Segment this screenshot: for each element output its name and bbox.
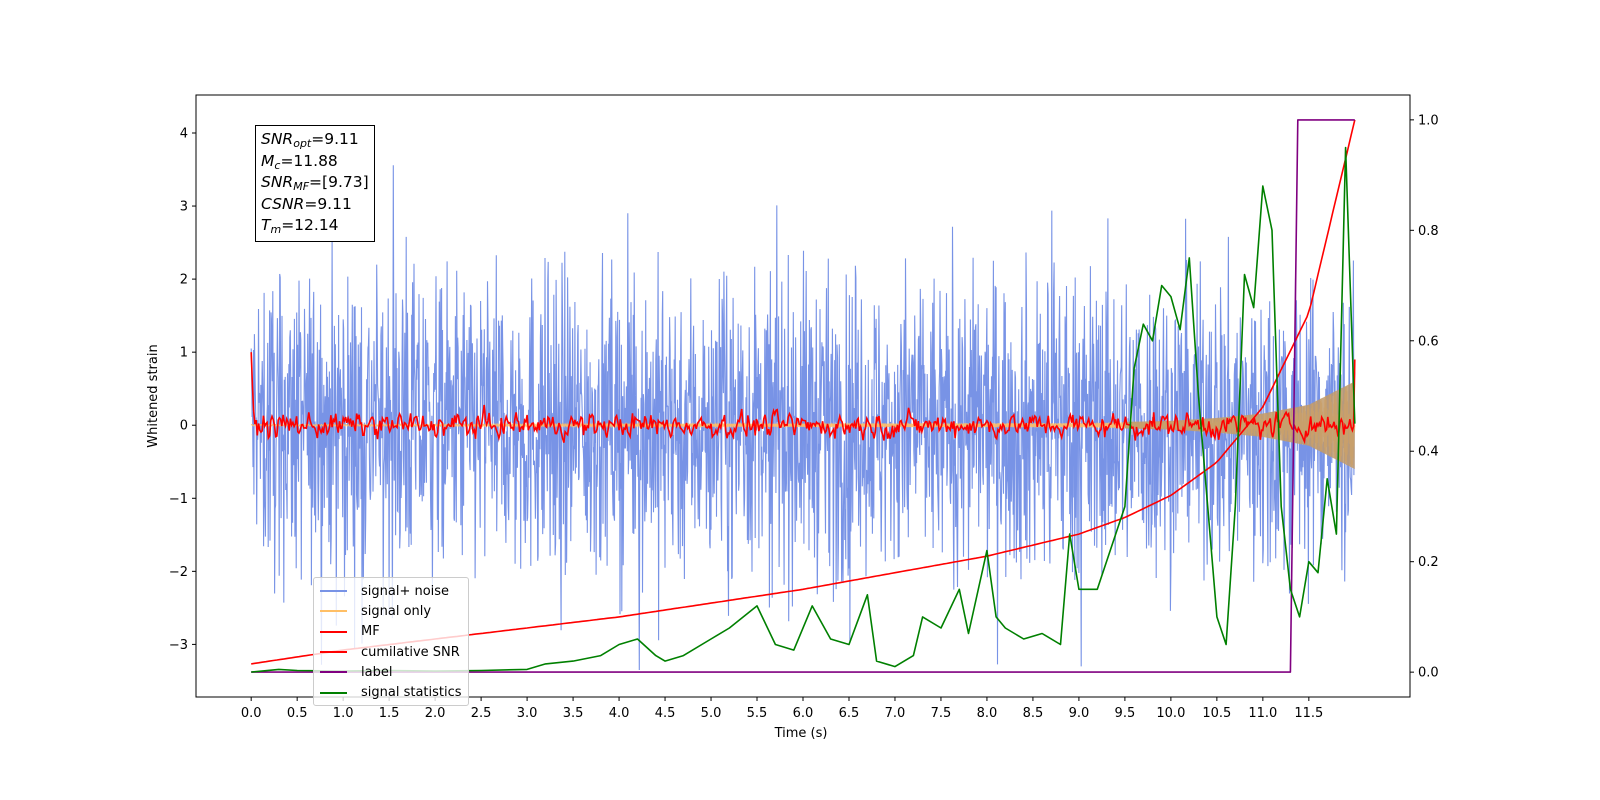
series-label <box>251 119 1355 673</box>
x-tick-label: 10.0 <box>1156 706 1185 721</box>
x-axis-label: Time (s) <box>774 726 828 741</box>
y-tick-label: −3 <box>169 638 188 653</box>
legend-label: label <box>361 664 393 680</box>
annotation-value: =12.14 <box>281 216 339 234</box>
annotation-line: SNRMF=[9.73] <box>261 172 369 194</box>
y-tick-label: 2 <box>180 273 188 288</box>
x-tick-label: 8.0 <box>977 706 998 721</box>
legend-swatch <box>320 590 347 593</box>
annotation-subscript: MF <box>293 180 310 193</box>
series-signal-noise <box>250 165 1356 671</box>
annotation-name: CSNR <box>261 194 305 213</box>
y2-tick-label: 0.4 <box>1418 445 1439 460</box>
x-tick-label: 1.0 <box>333 706 354 721</box>
y2-tick-label: 0.2 <box>1418 555 1439 570</box>
y-tick-label: 1 <box>180 346 188 361</box>
x-tick-label: 0.5 <box>287 706 308 721</box>
y2-tick-label: 0.0 <box>1418 666 1439 681</box>
legend-swatch <box>320 671 347 674</box>
y-axis-label: Whitened strain <box>146 344 161 447</box>
y-tick-label: 0 <box>180 419 188 434</box>
x-tick-label: 6.5 <box>839 706 860 721</box>
y2-tick-label: 1.0 <box>1418 113 1439 128</box>
x-tick-label: 0.0 <box>241 706 262 721</box>
x-tick-label: 10.5 <box>1202 706 1231 721</box>
legend-label: MF <box>361 624 380 640</box>
x-tick-label: 7.5 <box>931 706 952 721</box>
legend-item: cumilative SNR <box>320 642 462 662</box>
series-mf <box>250 352 1356 445</box>
legend-swatch <box>320 610 347 613</box>
x-tick-label: 11.5 <box>1294 706 1323 721</box>
x-tick-label: 3.0 <box>517 706 538 721</box>
legend-label: signal statistics <box>361 685 462 701</box>
annotation-subscript: m <box>270 223 282 236</box>
annotation-name: SNR <box>261 173 294 191</box>
annotation-value: =11.88 <box>280 151 338 170</box>
y2-tick-label: 0.6 <box>1418 334 1439 349</box>
x-tick-label: 8.5 <box>1023 706 1044 721</box>
legend-item: label <box>320 662 462 682</box>
y-tick-label: 4 <box>180 126 188 141</box>
x-tick-label: 1.5 <box>379 706 400 721</box>
x-tick-label: 5.5 <box>747 706 768 721</box>
legend: signal+ noise signal only MF cumilative SNR… <box>313 577 469 706</box>
annotation-value: =9.11 <box>304 194 352 213</box>
series-signal-statistics <box>251 146 1356 673</box>
legend-label: cumilative SNR <box>361 644 460 660</box>
y-tick-label: 3 <box>180 200 188 215</box>
legend-item: MF <box>320 622 462 642</box>
legend-swatch <box>320 691 347 694</box>
x-tick-label: 9.5 <box>1115 706 1136 721</box>
y-tick-label: −2 <box>169 565 188 580</box>
annotation-line: Mc=11.88 <box>261 151 369 173</box>
annotation-name: M <box>261 151 275 170</box>
annotation-subscript: c <box>274 158 281 172</box>
x-tick-label: 3.5 <box>563 706 584 721</box>
legend-swatch <box>320 651 347 654</box>
x-tick-label: 9.0 <box>1069 706 1090 721</box>
legend-item: signal only <box>320 601 462 621</box>
legend-item: signal+ noise <box>320 581 462 601</box>
legend-swatch <box>320 630 347 633</box>
x-tick-label: 4.0 <box>609 706 630 721</box>
x-tick-label: 2.5 <box>471 706 492 721</box>
x-tick-label: 2.0 <box>425 706 446 721</box>
y2-tick-label: 0.8 <box>1418 224 1439 239</box>
x-tick-label: 11.0 <box>1248 706 1277 721</box>
x-tick-label: 6.0 <box>793 706 814 721</box>
legend-label: signal+ noise <box>361 583 450 599</box>
annotation-name: T <box>261 216 271 234</box>
annotation-name: SNR <box>261 130 294 148</box>
x-tick-label: 5.0 <box>701 706 722 721</box>
x-tick-label: 4.5 <box>655 706 676 721</box>
annotation-line: SNRopt=9.11 <box>261 129 369 151</box>
annotation-value: =[9.73] <box>309 173 369 191</box>
metrics-annotation: SNRopt=9.11 Mc=11.88 SNRMF=[9.73] CSNR=9.11… <box>255 125 375 242</box>
annotation-subscript: opt <box>293 137 312 150</box>
legend-label: signal only <box>361 603 432 619</box>
x-tick-label: 7.0 <box>885 706 906 721</box>
annotation-line: Tm=12.14 <box>261 215 369 237</box>
legend-item: signal statistics <box>320 682 462 702</box>
y-tick-label: −1 <box>169 492 188 507</box>
annotation-line: CSNR=9.11 <box>261 194 369 216</box>
annotation-value: =9.11 <box>311 130 359 148</box>
